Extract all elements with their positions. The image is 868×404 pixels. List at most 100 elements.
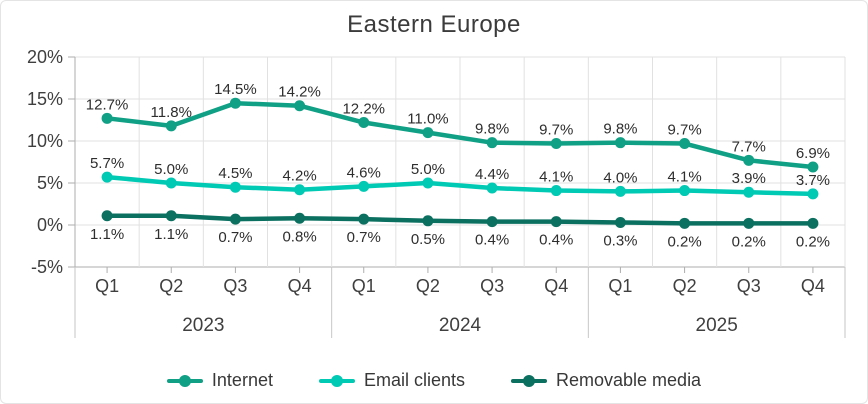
data-point [679,138,691,150]
quarter-label: Q4 [801,276,825,296]
quarter-label: Q2 [159,276,183,296]
data-label: 1.1% [90,226,124,243]
data-point [422,215,434,227]
data-point [614,137,626,149]
data-label: 4.0% [603,169,637,186]
data-point [358,180,370,192]
data-label: 3.7% [796,172,830,189]
data-point [743,217,755,229]
data-point [165,120,177,132]
quarter-label: Q1 [608,276,632,296]
legend-marker-icon [166,374,203,387]
data-label: 6.9% [796,145,830,162]
data-label: 0.2% [732,233,766,250]
quarter-label: Q1 [95,276,119,296]
data-label: 9.7% [667,122,701,139]
data-label: 0.5% [411,231,445,248]
legend-dot-icon [523,374,535,387]
quarter-label: Q4 [288,276,312,296]
data-point [550,185,562,197]
data-label: 0.4% [475,232,509,249]
y-axis-label: 10% [27,131,63,151]
data-point [229,97,241,109]
y-axis-label: 15% [27,89,63,109]
data-point [101,210,113,222]
data-point [422,177,434,189]
data-label: 0.7% [347,229,381,246]
data-label: 7.7% [732,138,766,155]
data-label: 0.4% [539,232,573,249]
legend-dot-icon [330,374,343,387]
legend-label: Removable media [556,370,702,390]
data-point [422,127,434,139]
data-label: 14.5% [214,81,257,98]
data-label: 3.9% [732,170,766,187]
data-label: 0.2% [667,233,701,250]
chart-title: Eastern Europe [347,11,521,38]
data-label: 4.6% [347,164,381,181]
data-point [101,171,113,183]
data-point [679,217,691,229]
data-point [614,216,626,228]
data-point [229,181,241,193]
data-point [807,217,819,229]
series-line-email-clients [104,174,816,197]
data-label: 1.1% [154,226,188,243]
data-point [486,182,498,194]
quarter-label: Q1 [352,276,376,296]
data-label: 0.8% [282,228,316,245]
data-point [165,177,177,189]
data-point [614,185,626,197]
legend-item-internet: Internet [166,370,273,391]
data-label: 9.8% [475,121,509,138]
quarter-label: Q3 [223,276,247,296]
data-label: 14.2% [278,84,321,101]
data-label: 0.7% [218,229,252,246]
series-line-internet [104,100,816,170]
data-point [743,154,755,166]
data-label: 0.2% [796,233,830,250]
legend-item-email-clients: Email clients [318,370,465,391]
legend-marker-icon [318,374,355,387]
data-label: 9.8% [603,121,637,138]
quarter-label: Q3 [480,276,504,296]
data-label: 12.7% [86,96,129,113]
year-label: 2023 [182,315,224,336]
data-point [807,161,819,173]
quarter-label: Q2 [673,276,697,296]
legend-marker-icon [511,374,547,387]
data-label: 11.8% [151,104,192,121]
data-point [486,216,498,228]
data-point [101,112,113,124]
data-label: 4.5% [218,165,252,182]
data-point [294,184,306,196]
y-axis-label: 20% [27,47,63,67]
data-point [807,188,819,200]
data-label: 11.0% [407,111,448,128]
series-line-removable-media [104,213,816,226]
data-point [165,210,177,222]
data-label: 5.0% [154,161,188,178]
data-label: 4.2% [282,168,316,185]
legend-dot-icon [178,374,191,387]
data-point [294,212,306,224]
data-label: 4.1% [539,169,573,186]
y-axis-label: -5% [31,257,63,277]
legend-label: Internet [211,370,273,390]
data-point [550,138,562,150]
legend-item-removable-media: Removable media [511,370,701,391]
y-axis-label: 0% [37,215,63,235]
data-point [743,186,755,198]
data-point [294,100,306,112]
data-label: 4.4% [475,166,509,183]
data-point [358,117,370,129]
data-point [358,213,370,225]
chart-legend: Internet Email clients Removable media [1,370,867,391]
quarter-label: Q2 [416,276,440,296]
year-label: 2024 [439,315,482,336]
quarter-label: Q3 [737,276,761,296]
year-label: 2025 [696,315,738,336]
data-point [679,185,691,197]
data-label: 9.7% [539,122,573,139]
